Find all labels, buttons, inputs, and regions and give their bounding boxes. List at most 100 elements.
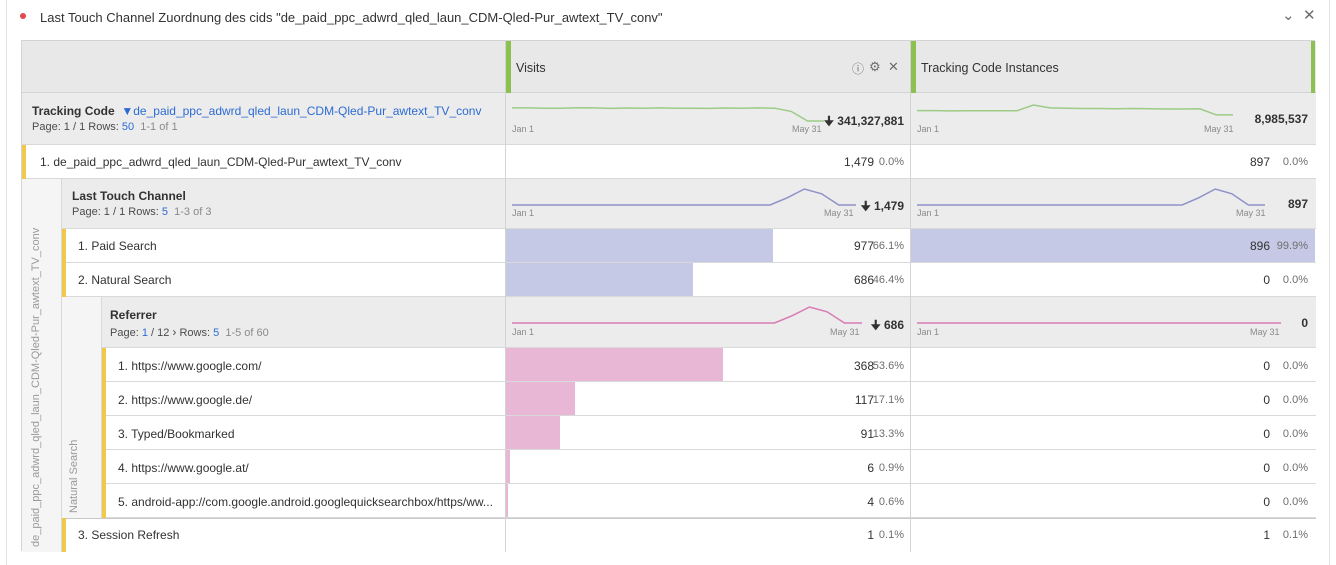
- table-row[interactable]: [102, 416, 1316, 450]
- row-label[interactable]: 2. https://www.google.de/: [118, 393, 253, 407]
- row-marker: [62, 263, 66, 297]
- status-dot: [20, 13, 26, 19]
- visits-percent: 0.6%: [878, 496, 904, 508]
- visits-bar: [506, 263, 693, 296]
- add-column-grip[interactable]: [1311, 41, 1315, 93]
- row-label[interactable]: 4. https://www.google.at/: [118, 461, 249, 475]
- column-divider: [505, 41, 506, 552]
- visits-column-header[interactable]: Visits: [516, 61, 546, 75]
- filter-value-link[interactable]: de_paid_ppc_adwrd_qled_laun_CDM-Qled-Pur…: [133, 104, 482, 118]
- range-info: 1-1 of 1: [140, 121, 178, 133]
- axis-end-label: May 31: [1250, 327, 1280, 337]
- panel-frame: [6, 0, 1330, 565]
- breakdown-gutter-outer: [22, 179, 62, 552]
- visits-percent: 66.1%: [872, 240, 904, 252]
- range-info: 1-3 of 3: [174, 206, 212, 218]
- visits-percent: 53.6%: [872, 360, 904, 372]
- row-label[interactable]: 1. https://www.google.com/: [118, 359, 262, 373]
- page-info: Page: 1 / 1 Rows:: [32, 121, 122, 133]
- axis-start-label: Jan 1: [512, 208, 535, 218]
- dimension-title-referrer: Referrer: [110, 308, 157, 322]
- tracking-column-header[interactable]: Tracking Code Instances: [921, 61, 1059, 75]
- visits-bar: [506, 229, 773, 262]
- visits-total-last-touch-channel: 🠋 1,479: [860, 199, 904, 213]
- tracking-column-grip[interactable]: [911, 41, 916, 93]
- visits-sparkline-referrer: [512, 306, 862, 324]
- axis-start-label: Jan 1: [917, 124, 940, 134]
- visits-total-value: 1,479: [873, 199, 904, 213]
- table-row[interactable]: [102, 484, 1316, 518]
- breakdown-label-outer: de_paid_ppc_adwrd_qled_laun_CDM-Qled-Pur…: [30, 227, 42, 547]
- tracking-total-last-touch-channel: 897: [1287, 197, 1308, 211]
- row-label[interactable]: 1. Paid Search: [78, 239, 157, 253]
- page-label: Page:: [110, 327, 142, 339]
- row-marker: [62, 518, 66, 552]
- visits-total-value: 341,327,881: [837, 114, 904, 128]
- visits-percent: 46.4%: [872, 274, 904, 286]
- row-label[interactable]: 2. Natural Search: [78, 273, 172, 287]
- visits-column-grip[interactable]: [506, 41, 511, 93]
- tracking-value: 896: [1249, 239, 1270, 253]
- visits-total-tracking-code: 🠋 341,327,881: [823, 114, 904, 128]
- visits-percent: 17.1%: [872, 394, 904, 406]
- page-current[interactable]: 1: [141, 327, 148, 339]
- page-info: Page: 1 / 1 Rows:: [72, 206, 162, 218]
- tracking-percent: 0.0%: [1282, 274, 1308, 286]
- visits-sparkline-last-touch-channel: [512, 188, 856, 206]
- table-row[interactable]: [22, 145, 1316, 179]
- tracking-value: 0: [1263, 393, 1270, 407]
- table-row[interactable]: [102, 450, 1316, 484]
- visits-bar: [506, 484, 508, 517]
- breakdown-label-inner: Natural Search: [68, 439, 80, 513]
- pagination-referrer: Page: 1 / 12 › Rows: 5 1-5 of 60: [110, 325, 269, 339]
- chevron-right-icon[interactable]: ›: [172, 325, 177, 339]
- table-row[interactable]: [102, 382, 1316, 416]
- tracking-value: 0: [1263, 461, 1270, 475]
- tracking-percent: 0.1%: [1282, 529, 1308, 541]
- row-label[interactable]: 3. Session Refresh: [78, 528, 180, 542]
- row-label[interactable]: 3. Typed/Bookmarked: [118, 427, 235, 441]
- page-total: / 12: [147, 327, 173, 339]
- visits-percent: 13.3%: [872, 428, 904, 440]
- sparkline-path: [917, 188, 1265, 206]
- column-header-row: [22, 41, 1316, 93]
- visits-percent: 0.0%: [878, 156, 904, 168]
- tracking-bar: [911, 229, 1315, 262]
- visits-value: 4: [867, 495, 874, 509]
- tracking-total-referrer: 0: [1301, 316, 1308, 330]
- axis-end-label: May 31: [824, 208, 854, 218]
- axis-end-label: May 31: [792, 124, 822, 134]
- rows-selector[interactable]: 5: [161, 206, 169, 218]
- sparkline-path: [512, 188, 856, 206]
- tracking-value: 0: [1263, 427, 1270, 441]
- table-row[interactable]: [62, 518, 1316, 552]
- visits-value: 91: [860, 427, 874, 441]
- row-label[interactable]: 5. android-app://com.google.android.goog…: [118, 495, 493, 509]
- gear-icon[interactable]: ⚙: [869, 59, 881, 74]
- tracking-sparkline-last-touch-channel: [917, 188, 1265, 206]
- visits-value: 6: [867, 461, 874, 475]
- rows-selector[interactable]: 5: [213, 327, 220, 339]
- axis-start-label: Jan 1: [512, 327, 535, 337]
- close-icon[interactable]: ✕: [1303, 7, 1316, 24]
- dimension-header-tracking-code: [22, 93, 1316, 145]
- visits-value: 977: [853, 239, 874, 253]
- close-icon[interactable]: ✕: [888, 59, 899, 74]
- freeform-table: Visits ⓘ ⚙ ✕ Tracking Code Instances Tra…: [21, 40, 1316, 552]
- filter-icon[interactable]: ▼: [121, 104, 134, 118]
- visits-value: 368: [853, 359, 874, 373]
- row-marker: [22, 145, 26, 179]
- axis-end-label: May 31: [830, 327, 860, 337]
- tracking-percent: 99.9%: [1276, 240, 1308, 252]
- visits-bar: [506, 382, 575, 415]
- tracking-percent: 0.0%: [1282, 462, 1308, 474]
- tracking-total-tracking-code: 8,985,537: [1254, 112, 1308, 126]
- visits-total-value: 686: [883, 318, 904, 332]
- rows-selector[interactable]: 50: [121, 121, 135, 133]
- visits-total-referrer: 🠋 686: [870, 318, 904, 332]
- row-label[interactable]: 1. de_paid_ppc_adwrd_qled_laun_CDM-Qled-…: [40, 155, 402, 169]
- visits-bar: [506, 450, 510, 483]
- chevron-down-icon[interactable]: ⌄: [1282, 7, 1295, 24]
- visits-percent: 0.9%: [878, 462, 904, 474]
- info-icon[interactable]: ⓘ: [852, 62, 865, 76]
